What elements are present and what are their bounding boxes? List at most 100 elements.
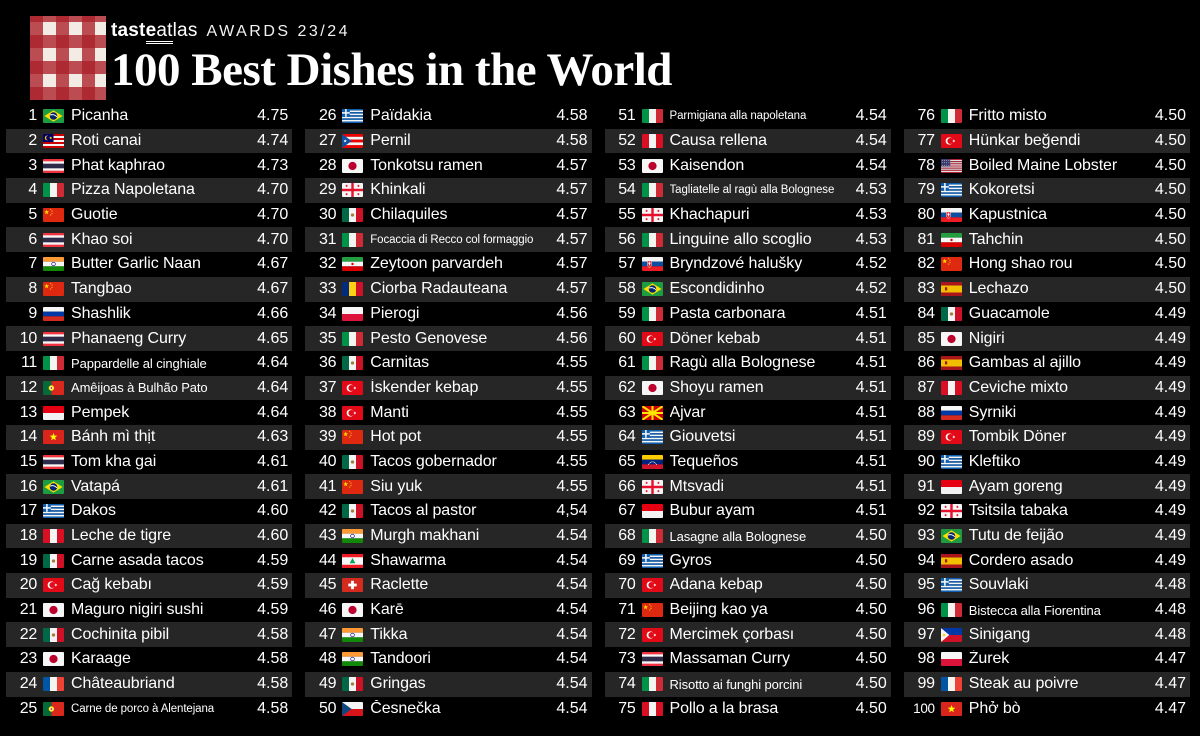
dish-name: Pempek <box>71 403 130 421</box>
flag-mexico-icon <box>342 356 364 371</box>
dish-name: Tangbao <box>71 280 132 298</box>
dish-name: Khao soi <box>71 230 133 248</box>
list-item: 6 Khao soi 4.70 <box>6 227 293 253</box>
list-item: 56 Linguine allo scoglio 4.53 <box>604 227 891 253</box>
rating-value: 4.57 <box>556 255 588 273</box>
flag-mexico-icon <box>342 677 364 692</box>
list-item: 97 Sinigang 4.48 <box>903 622 1190 648</box>
rating-value: 4.57 <box>556 156 588 174</box>
flag-japan-icon <box>43 603 64 618</box>
dish-name: Hünkar beğendi <box>968 132 1081 150</box>
dish-name: Ceviche mixto <box>968 378 1068 396</box>
list-item: 33 Ciorba Radauteana 4.57 <box>305 276 592 302</box>
flag-poland-icon <box>940 652 962 667</box>
rank-number: 89 <box>917 428 936 446</box>
dish-name: Kokoretsi <box>968 181 1035 199</box>
rank-number: 100 <box>913 701 935 717</box>
dish-name: Raclette <box>370 576 429 594</box>
rating-value: 4.48 <box>1154 576 1186 594</box>
rank-number: 53 <box>618 156 636 174</box>
dish-name: Risotto ai funghi porcini <box>669 676 803 692</box>
rank-number: 25 <box>19 699 38 717</box>
dish-name: Mtsvadi <box>669 477 725 495</box>
rank-number: 56 <box>618 230 636 248</box>
flag-north-macedonia-icon <box>641 405 663 420</box>
rank-number: 85 <box>917 329 936 347</box>
dish-name: Gyros <box>669 551 712 569</box>
dish-name: Tikka <box>370 625 408 643</box>
rating-value: 4.47 <box>1154 675 1186 693</box>
dish-name: Cordero asado <box>968 551 1074 569</box>
dish-name: Focaccia di Recco col formaggio <box>370 233 534 246</box>
rank-number: 73 <box>618 650 636 668</box>
flag-japan-icon <box>641 158 663 173</box>
dish-name: Gambas al ajillo <box>968 354 1081 372</box>
dish-name: Pasta carbonara <box>669 304 786 322</box>
flag-greece-icon <box>940 578 962 593</box>
ranking-column-4: 76 Fritto misto 4.50 77 Hünkar beğendi 4.50 78… <box>903 104 1190 721</box>
dish-name: Parmigiana alla napoletana <box>669 110 807 123</box>
flag-spain-icon <box>940 356 962 371</box>
rating-value: 4.60 <box>257 502 289 520</box>
flag-greece-icon <box>940 183 962 198</box>
dish-name: Syrniki <box>968 403 1017 421</box>
flag-india-icon <box>342 529 364 544</box>
flag-japan-icon <box>342 603 364 618</box>
flag-puerto-rico-icon <box>342 134 364 149</box>
list-item: 16 Vatapá 4.61 <box>6 474 293 499</box>
dish-name: Lechazo <box>968 280 1029 298</box>
rating-value: 4.49 <box>1154 329 1186 347</box>
rank-number: 47 <box>319 625 337 643</box>
list-item: 40 Tacos gobernador 4.55 <box>305 450 591 475</box>
flag-turkey-icon <box>940 430 962 445</box>
flag-india-icon <box>43 257 64 272</box>
rank-number: 8 <box>28 280 37 298</box>
ranking-column-1: 1 Picanha 4.75 2 Roti canai 4.74 3 Phat kaphrao… <box>6 104 293 721</box>
dish-name: Steak au poivre <box>968 675 1079 693</box>
rank-number: 54 <box>618 181 636 199</box>
rating-value: 4.53 <box>855 230 887 248</box>
dish-name: Giouvetsi <box>669 428 736 446</box>
rating-value: 4.54 <box>556 699 588 717</box>
rating-value: 4.57 <box>556 280 588 298</box>
flag-spain-icon <box>940 553 962 568</box>
rank-number: 72 <box>618 625 636 643</box>
flag-czechia-icon <box>342 701 364 716</box>
list-item: 21 Maguro nigiri sushi 4.59 <box>6 598 292 623</box>
flag-mexico-icon <box>940 306 962 321</box>
flag-italy-icon <box>43 356 64 371</box>
flag-georgia-icon <box>940 504 962 519</box>
list-item: 83 Lechazo 4.50 <box>903 276 1190 302</box>
dish-name: Hot pot <box>370 428 422 446</box>
rating-value: 4.49 <box>1154 452 1186 470</box>
dish-name: Picanha <box>71 107 129 125</box>
rating-value: 4.57 <box>556 230 588 248</box>
list-item: 75 Pollo a la brasa 4.50 <box>605 697 891 722</box>
flag-iran-icon <box>940 232 962 247</box>
dish-name: Linguine allo scoglio <box>669 230 812 248</box>
rank-number: 57 <box>618 255 636 273</box>
dish-name: Pollo a la brasa <box>669 699 779 717</box>
rating-value: 4.55 <box>556 403 588 421</box>
rating-value: 4.51 <box>855 329 887 347</box>
flag-peru-icon <box>641 701 663 716</box>
flag-brazil-icon <box>43 109 64 124</box>
rating-value: 4.50 <box>855 576 887 594</box>
rating-value: 4.56 <box>556 329 588 347</box>
list-item: 51 Parmigiana alla napoletana 4.54 <box>605 104 891 129</box>
list-item: 10 Phanaeng Curry 4.65 <box>6 326 293 351</box>
dish-name: Zeytoon parvardeh <box>370 255 503 273</box>
flag-turkey-icon <box>641 627 663 642</box>
dish-name: Païdakia <box>370 107 432 125</box>
dish-name: Sinigang <box>968 625 1031 643</box>
rank-number: 7 <box>28 255 37 273</box>
dish-name: Dakos <box>71 502 116 520</box>
rating-value: 4.64 <box>257 354 289 372</box>
rank-number: 18 <box>19 527 38 545</box>
list-item: 79 Kokoretsi 4.50 <box>903 178 1190 203</box>
flag-turkey-icon <box>342 380 364 395</box>
list-item: 69 Gyros 4.50 <box>605 548 891 573</box>
list-item: 20 Cağ kebabı 4.59 <box>6 573 293 598</box>
rating-value: 4.75 <box>257 107 289 125</box>
flag-greece-icon <box>43 504 64 519</box>
